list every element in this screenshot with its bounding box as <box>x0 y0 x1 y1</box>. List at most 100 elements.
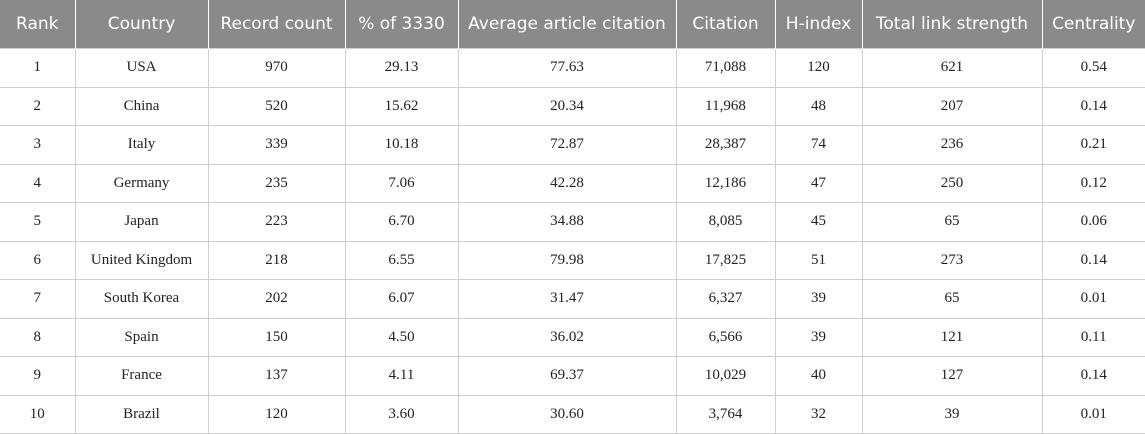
table-row: 7 South Korea 202 6.07 31.47 6,327 39 65 0.01 <box>0 279 1145 319</box>
table-cell: 236 <box>861 125 1043 165</box>
table-cell: 7 <box>0 279 76 319</box>
table-cell: France <box>74 356 209 396</box>
table-cell: 39 <box>861 394 1043 434</box>
table-cell: 207 <box>861 86 1043 126</box>
table-header: Rank Country Record count% of 3330 Average … <box>0 0 1145 49</box>
header-cell: H-index <box>775 0 863 49</box>
table-cell: 79.98 <box>457 240 677 280</box>
header-cell: Record count <box>208 0 346 49</box>
table-cell: 0.06 <box>1041 202 1145 242</box>
table-cell: 0.11 <box>1041 317 1145 357</box>
table-cell: 10.18 <box>344 125 459 165</box>
table-cell: 6.55 <box>344 240 459 280</box>
table-cell: 40 <box>774 356 863 396</box>
table-cell: 6 <box>0 240 76 280</box>
table-cell: 8 <box>0 317 76 357</box>
table-cell: 339 <box>207 125 346 165</box>
table-cell: 235 <box>207 163 346 203</box>
table-row: 5 Japan 223 6.70 34.88 8,085 45 65 0.06 <box>0 202 1145 242</box>
table-cell: 4 <box>0 163 76 203</box>
table-row: 8 Spain 150 4.50 36.02 6,566 39 121 0.11 <box>0 317 1145 357</box>
table-cell: 0.14 <box>1041 356 1145 396</box>
table-cell: 0.12 <box>1041 163 1145 203</box>
table-cell: 0.14 <box>1041 86 1145 126</box>
table-cell: 0.21 <box>1041 125 1145 165</box>
table-cell: 7.06 <box>344 163 459 203</box>
table-cell: 77.63 <box>457 48 677 88</box>
table-cell: 31.47 <box>457 279 677 319</box>
table-cell: 36.02 <box>457 317 677 357</box>
table-cell: 29.13 <box>344 48 459 88</box>
table-cell: 28,387 <box>675 125 776 165</box>
header-cell: Centrality <box>1042 0 1145 49</box>
table-cell: 223 <box>207 202 346 242</box>
table-cell: 9 <box>0 356 76 396</box>
table-cell: 39 <box>774 317 863 357</box>
table-cell: 3 <box>0 125 76 165</box>
table-cell: 970 <box>207 48 346 88</box>
table-cell: USA <box>74 48 209 88</box>
table-cell: 47 <box>774 163 863 203</box>
table-cell: 20.34 <box>457 86 677 126</box>
table-cell: Brazil <box>74 394 209 434</box>
table-cell: 6,566 <box>675 317 776 357</box>
table-cell: 11,968 <box>675 86 776 126</box>
table-cell: 17,825 <box>675 240 776 280</box>
table-row: 3 Italy 339 10.18 72.87 28,387 74 236 0.21 <box>0 125 1145 165</box>
table-row: 4 Germany 235 7.06 42.28 12,186 47 250 0.12 <box>0 163 1145 203</box>
header-cell: Citation <box>676 0 776 49</box>
table-row: 2 China 520 15.62 20.34 11,968 48 207 0.14 <box>0 86 1145 126</box>
table-cell: 2 <box>0 86 76 126</box>
table-cell: 6.70 <box>344 202 459 242</box>
table-cell: Germany <box>74 163 209 203</box>
table-cell: 1 <box>0 48 76 88</box>
table-cell: 15.62 <box>344 86 459 126</box>
table-cell: 621 <box>861 48 1043 88</box>
table-cell: 71,088 <box>675 48 776 88</box>
header-cell: % of 3330 <box>345 0 459 49</box>
table-cell: Italy <box>74 125 209 165</box>
table-row: 10 Brazil 120 3.60 30.60 3,764 32 39 0.01 <box>0 394 1145 434</box>
table-cell: 45 <box>774 202 863 242</box>
table-row: 6 United Kingdom 218 6.55 79.98 17,825 51 273 0.… <box>0 240 1145 280</box>
table-cell: 6,327 <box>675 279 776 319</box>
table-cell: 65 <box>861 202 1043 242</box>
table-cell: South Korea <box>74 279 209 319</box>
table-cell: 34.88 <box>457 202 677 242</box>
table-cell: 69.37 <box>457 356 677 396</box>
table-body: 1 USA 970 29.13 77.63 71,088 120 621 0.54 2 China 5… <box>0 48 1145 434</box>
table-cell: 218 <box>207 240 346 280</box>
table-cell: 0.54 <box>1041 48 1145 88</box>
table-cell: 10 <box>0 394 76 434</box>
table-cell: 0.01 <box>1041 279 1145 319</box>
header-cell: Rank <box>0 0 76 49</box>
table-cell: 4.50 <box>344 317 459 357</box>
table-row: 9 France 137 4.11 69.37 10,029 40 127 0.14 <box>0 356 1145 396</box>
table-cell: 4.11 <box>344 356 459 396</box>
table-cell: 0.01 <box>1041 394 1145 434</box>
table-cell: 74 <box>774 125 863 165</box>
table-cell: 202 <box>207 279 346 319</box>
table-cell: 32 <box>774 394 863 434</box>
table-cell: 12,186 <box>675 163 776 203</box>
table-cell: 150 <box>207 317 346 357</box>
table-cell: 273 <box>861 240 1043 280</box>
header-cell: Average article citation <box>458 0 677 49</box>
table-cell: 10,029 <box>675 356 776 396</box>
table-cell: 48 <box>774 86 863 126</box>
table-cell: Spain <box>74 317 209 357</box>
table-cell: 127 <box>861 356 1043 396</box>
table-cell: 0.14 <box>1041 240 1145 280</box>
header-cell: Country <box>75 0 209 49</box>
table-cell: 6.07 <box>344 279 459 319</box>
table-cell: United Kingdom <box>74 240 209 280</box>
table-cell: 120 <box>207 394 346 434</box>
table-cell: 3.60 <box>344 394 459 434</box>
table-cell: 72.87 <box>457 125 677 165</box>
table-cell: 3,764 <box>675 394 776 434</box>
table-cell: 30.60 <box>457 394 677 434</box>
header-cell: Total link strength <box>862 0 1043 49</box>
table-cell: 250 <box>861 163 1043 203</box>
table-cell: 121 <box>861 317 1043 357</box>
